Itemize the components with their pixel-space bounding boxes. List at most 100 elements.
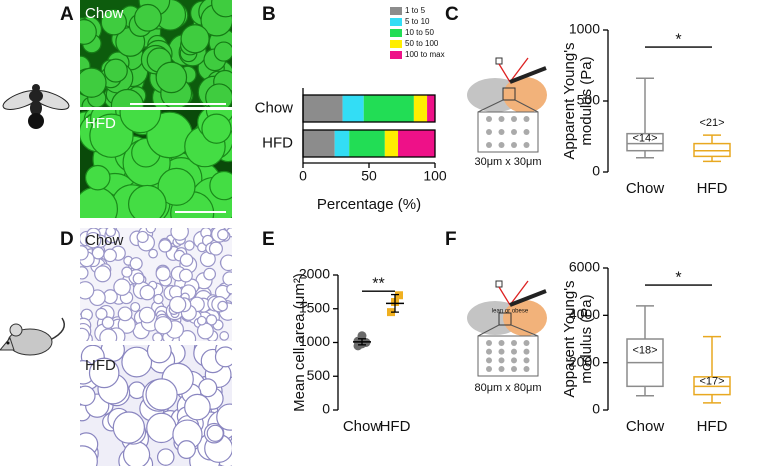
- cell: [127, 184, 167, 218]
- x-tick-label: Chow: [626, 180, 665, 197]
- probe-dot: [486, 340, 492, 346]
- cell: [222, 271, 232, 286]
- cell: [136, 230, 149, 244]
- x-tick-label: 100: [423, 168, 447, 184]
- y-axis-label: modulus (Pa): [578, 294, 595, 383]
- n-label: <17>: [699, 376, 724, 388]
- y-tick-label: 2000: [299, 266, 330, 282]
- probe-dot: [486, 129, 492, 135]
- y-tick-label: 1000: [299, 333, 330, 349]
- cell: [112, 411, 145, 444]
- cell: [103, 248, 117, 263]
- diagram-label: 30μm x 30μm: [474, 156, 541, 168]
- cell: [110, 88, 144, 107]
- significance-label: *: [675, 31, 681, 48]
- cell: [155, 61, 188, 94]
- x-tick-label: HFD: [380, 418, 411, 435]
- micrograph: [80, 110, 232, 218]
- cell: [94, 265, 112, 283]
- micrograph: [80, 345, 232, 466]
- y-tick-label: 0: [322, 401, 330, 417]
- legend-label: 100 to max: [405, 50, 445, 59]
- cell: [220, 254, 232, 272]
- x-tick-label: Chow: [626, 418, 665, 435]
- bar-segment: [427, 95, 435, 122]
- legend-swatch: [390, 51, 402, 59]
- significance-label: **: [372, 275, 384, 292]
- cell: [209, 170, 232, 201]
- cell: [99, 328, 118, 341]
- image-label: HFD: [85, 357, 116, 374]
- probe-dot: [511, 129, 517, 135]
- y-axis-label: Mean cell area (μm²): [291, 273, 308, 412]
- bar-segment: [303, 130, 335, 157]
- cell: [170, 228, 189, 241]
- y-tick-label: 500: [307, 367, 331, 383]
- n-label: <18>: [632, 345, 657, 357]
- image-label: HFD: [85, 115, 116, 132]
- probe-dot: [498, 357, 505, 364]
- legend-label: 1 to 5: [405, 6, 426, 15]
- cell: [184, 393, 211, 421]
- diagram-label: lean or obese: [492, 309, 529, 315]
- cell: [88, 357, 120, 389]
- cell: [117, 306, 133, 322]
- cell: [80, 186, 119, 218]
- diagram-label: 80μm x 80μm: [474, 382, 541, 394]
- cell: [157, 167, 196, 206]
- data-point: [357, 331, 367, 341]
- y-tick-label: 0: [592, 401, 600, 417]
- cell: [203, 267, 217, 281]
- cell: [80, 266, 89, 280]
- cell: [213, 41, 232, 62]
- cell: [154, 316, 173, 335]
- cell: [211, 0, 232, 18]
- cell: [95, 307, 108, 321]
- bar-segment: [413, 95, 428, 122]
- cell: [177, 440, 196, 459]
- mouse-icon: [0, 317, 65, 356]
- legend-label: 10 to 50: [405, 28, 434, 37]
- cell: [129, 257, 143, 271]
- cell: [153, 293, 164, 305]
- bar-segment: [398, 130, 435, 157]
- x-tick-label: Chow: [343, 418, 382, 435]
- cell: [178, 330, 197, 341]
- box: [626, 132, 664, 152]
- n-label: <14>: [632, 133, 657, 145]
- image-label: Chow: [85, 5, 124, 22]
- y-tick-label: 500: [577, 92, 601, 108]
- probe-dot: [486, 366, 492, 372]
- x-tick-label: HFD: [697, 180, 728, 197]
- probe-dot: [511, 357, 517, 364]
- cell: [105, 228, 117, 238]
- y-tick-label: 0: [592, 163, 600, 179]
- image-label: Chow: [85, 232, 124, 249]
- cell: [148, 248, 158, 259]
- probe-dot: [523, 366, 530, 372]
- probe-dot: [486, 348, 492, 355]
- cell: [158, 239, 172, 253]
- cell: [206, 424, 224, 442]
- cell: [156, 448, 175, 466]
- probe-dot: [523, 340, 530, 346]
- cell: [103, 58, 128, 83]
- probe-dot: [523, 129, 530, 135]
- cell: [80, 327, 90, 341]
- micrograph: [80, 228, 232, 341]
- afm-diagram: [467, 280, 547, 377]
- legend-swatch: [390, 7, 402, 15]
- cell: [145, 228, 157, 234]
- significance-label: *: [675, 269, 681, 286]
- cell: [138, 306, 156, 324]
- probe-dot: [498, 348, 505, 355]
- cell: [196, 322, 214, 340]
- panel-letter: C: [445, 4, 459, 25]
- cell: [80, 19, 97, 45]
- bar-segment: [349, 130, 385, 157]
- y-tick-label: 1000: [569, 21, 600, 37]
- cell: [208, 241, 223, 256]
- cell: [84, 164, 111, 191]
- cell: [216, 403, 232, 431]
